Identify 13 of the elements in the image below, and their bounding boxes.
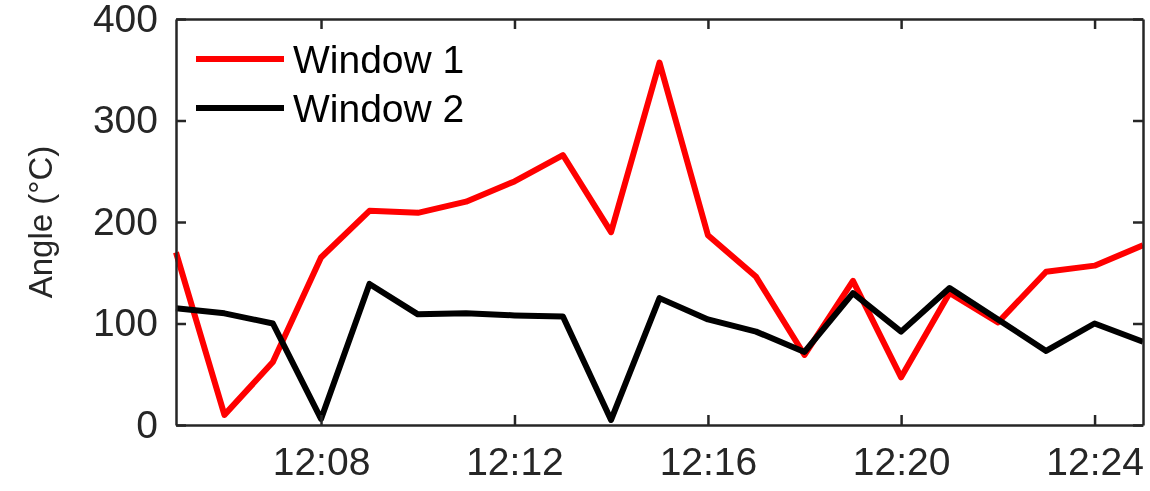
y-tick-label: 100 <box>92 301 158 345</box>
x-tick-label: 12:12 <box>466 439 564 483</box>
y-tick-label: 0 <box>136 402 158 446</box>
legend-label: Window 2 <box>293 86 465 130</box>
y-axis-title: Angle (°C) <box>22 145 59 299</box>
x-tick-label: 12:16 <box>659 439 758 483</box>
legend-label: Window 1 <box>293 37 465 81</box>
y-tick-label: 200 <box>92 199 158 243</box>
y-tick-label: 300 <box>92 98 158 142</box>
y-tick-label: 400 <box>92 0 158 40</box>
x-tick-label: 12:08 <box>272 439 371 483</box>
x-tick-label: 12:24 <box>1046 439 1144 483</box>
x-tick-label: 12:20 <box>852 439 951 483</box>
